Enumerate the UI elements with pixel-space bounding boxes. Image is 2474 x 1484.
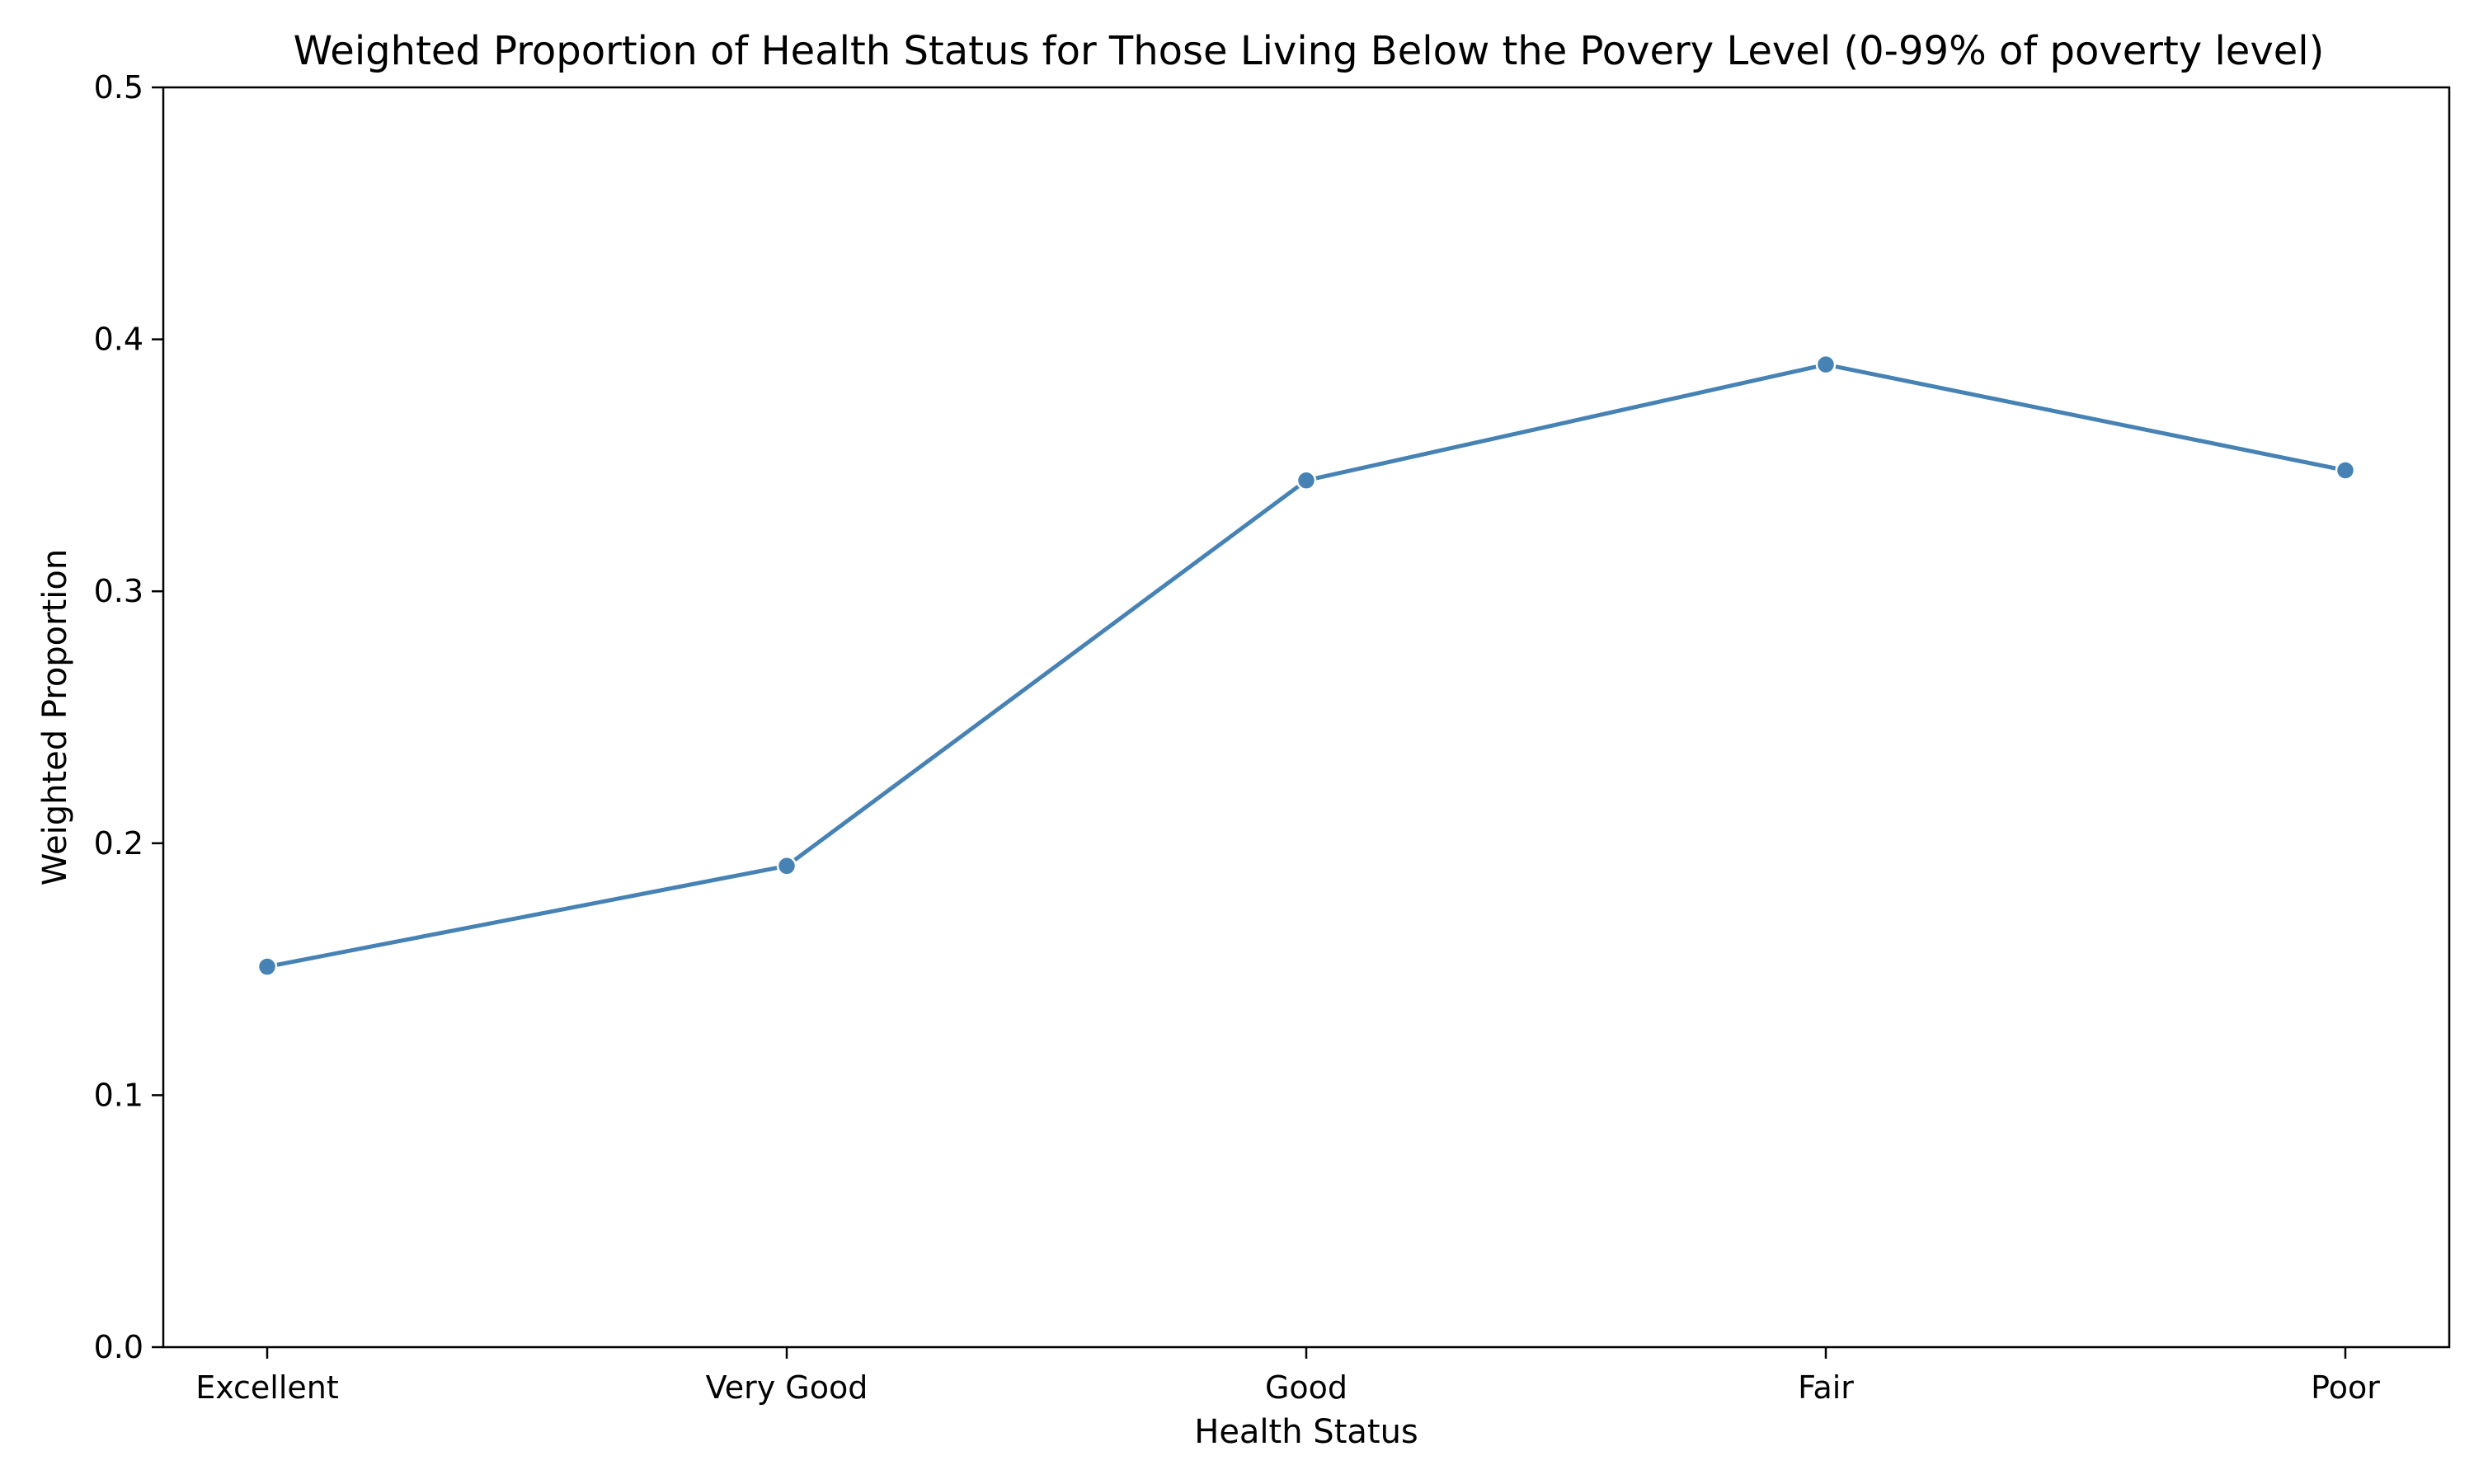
- y-axis: 0.0 0.1 0.2 0.3 0.4 0.5: [94, 69, 163, 1365]
- x-axis-label: Health Status: [1194, 1413, 1418, 1451]
- x-tick-label: Very Good: [706, 1369, 868, 1406]
- y-tick-label: 0.0: [94, 1329, 143, 1365]
- chart-title: Weighted Proportion of Health Status for…: [294, 28, 2325, 74]
- data-series: [256, 354, 2356, 977]
- plot-frame: [162, 86, 2451, 1349]
- x-axis: Excellent Very Good Good Fair Poor: [195, 1347, 2380, 1406]
- y-tick-label: 0.2: [94, 825, 143, 862]
- y-tick-label: 0.4: [94, 322, 143, 358]
- data-point-very-good: [776, 856, 797, 876]
- y-axis-label: Weighted Proportion: [36, 549, 74, 885]
- data-point-excellent: [256, 956, 278, 977]
- y-tick-label: 0.1: [94, 1077, 143, 1113]
- x-tick-label: Excellent: [195, 1369, 339, 1406]
- y-tick-label: 0.5: [94, 69, 143, 106]
- x-tick-label: Good: [1265, 1369, 1348, 1406]
- data-point-poor: [2335, 460, 2356, 481]
- x-tick-label: Poor: [2311, 1369, 2380, 1406]
- data-point-good: [1296, 470, 1317, 491]
- y-tick-label: 0.3: [94, 573, 143, 609]
- x-tick-label: Fair: [1798, 1369, 1854, 1406]
- data-point-fair: [1815, 354, 1837, 375]
